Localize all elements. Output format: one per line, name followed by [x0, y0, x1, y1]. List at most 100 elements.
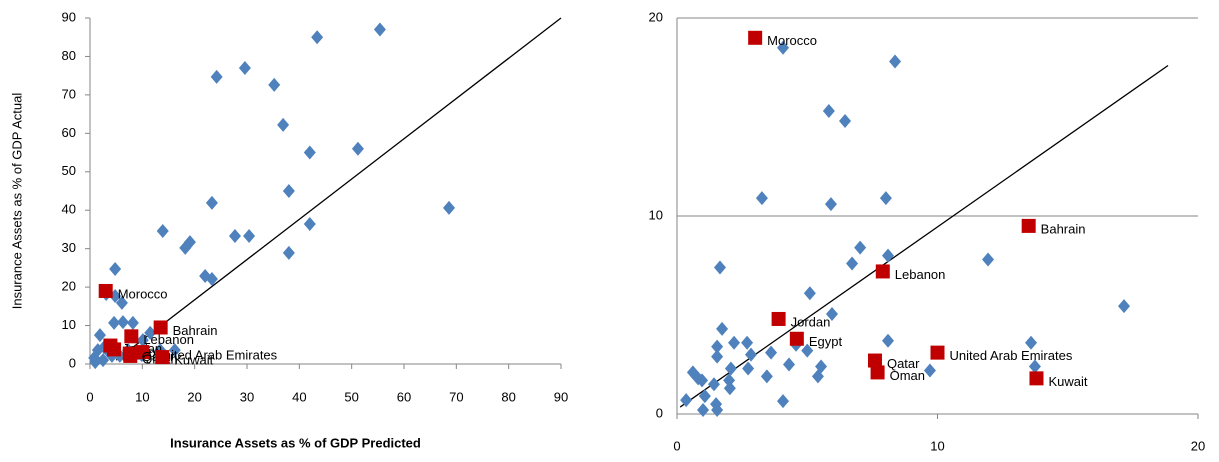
point	[741, 335, 754, 350]
point	[97, 353, 110, 368]
point	[771, 311, 786, 326]
point	[155, 350, 170, 365]
x-tick-label: 40	[292, 389, 306, 404]
point	[135, 345, 150, 360]
y-tick-label: 90	[62, 9, 76, 24]
point-label: Qatar	[887, 356, 920, 371]
fit-line	[115, 17, 562, 361]
x-tick-label: 20	[187, 389, 201, 404]
point	[136, 333, 149, 348]
point	[879, 191, 892, 206]
point	[744, 347, 757, 362]
point	[777, 40, 790, 55]
point	[982, 252, 995, 267]
x-tick-label: 0	[86, 389, 93, 404]
point	[303, 217, 316, 232]
point	[755, 191, 768, 206]
point	[351, 141, 364, 156]
x-tick-label: 20	[1191, 438, 1205, 453]
x-tick-label: 50	[344, 389, 358, 404]
point-label: Lebanon	[143, 332, 194, 347]
point	[93, 328, 106, 343]
point	[716, 321, 729, 336]
point-label: United Arab Emirates	[950, 348, 1073, 363]
y-tick-label: 60	[62, 125, 76, 140]
x-tick-label: 90	[554, 389, 568, 404]
point-label: United Arab Emirates	[154, 348, 277, 363]
point	[680, 393, 693, 408]
point-label: Jordan	[791, 314, 831, 329]
point	[109, 262, 122, 277]
point	[179, 240, 192, 255]
point	[277, 117, 290, 132]
point	[765, 345, 778, 360]
point	[698, 389, 711, 404]
point	[824, 197, 837, 212]
point	[1029, 371, 1044, 386]
point	[1118, 299, 1131, 314]
point	[760, 369, 773, 384]
y-tick-label: 20	[62, 279, 76, 294]
point	[724, 361, 737, 376]
point	[811, 369, 824, 384]
point	[801, 343, 814, 358]
point	[923, 363, 936, 378]
point	[153, 320, 168, 335]
point	[1025, 335, 1038, 350]
point	[243, 228, 256, 243]
point	[168, 343, 181, 358]
point	[98, 283, 113, 298]
fit-line	[679, 64, 1169, 408]
point	[803, 286, 816, 301]
y-tick-label: 20	[649, 9, 663, 24]
point	[144, 325, 157, 340]
point	[205, 195, 218, 210]
point	[89, 355, 102, 370]
point	[870, 365, 885, 380]
y-tick-label: 10	[62, 317, 76, 332]
point	[124, 329, 139, 344]
point	[228, 228, 241, 243]
point-label: Morocco	[118, 286, 168, 301]
point	[282, 184, 295, 198]
y-tick-label: 40	[62, 202, 76, 217]
point	[115, 295, 128, 310]
point-label: Morocco	[767, 33, 817, 48]
x-axis-label: Insurance Assets as % of GDP Predicted	[170, 435, 421, 450]
y-axis-label: Insurance Assets as % of GDP Actual	[9, 93, 24, 310]
y-tick-label: 10	[649, 207, 663, 222]
point	[116, 315, 129, 330]
point	[123, 348, 138, 363]
point	[742, 361, 755, 376]
point	[777, 394, 790, 409]
x-tick-label: 10	[930, 438, 944, 453]
point	[789, 331, 804, 346]
point-label: Bahrain	[173, 323, 218, 338]
y-tick-label: 70	[62, 86, 76, 101]
point	[889, 54, 902, 69]
point	[205, 272, 218, 287]
point	[867, 353, 882, 368]
point	[854, 240, 867, 255]
point	[882, 248, 895, 263]
x-tick-label: 10	[135, 389, 149, 404]
point	[443, 200, 456, 215]
point	[875, 264, 890, 279]
point-label: Egypt	[809, 334, 843, 349]
point	[822, 104, 835, 119]
point-label: Kuwait	[174, 353, 213, 368]
point	[713, 260, 726, 275]
point	[930, 345, 945, 360]
x-tick-label: 0	[673, 438, 680, 453]
y-tick-label: 30	[62, 240, 76, 255]
point	[303, 145, 316, 160]
point	[825, 307, 838, 322]
point-label: Kuwait	[1048, 374, 1087, 389]
point	[723, 373, 736, 388]
point	[1021, 218, 1036, 233]
x-tick-label: 30	[240, 389, 254, 404]
point	[311, 30, 324, 45]
point	[210, 69, 223, 84]
point	[156, 223, 169, 238]
